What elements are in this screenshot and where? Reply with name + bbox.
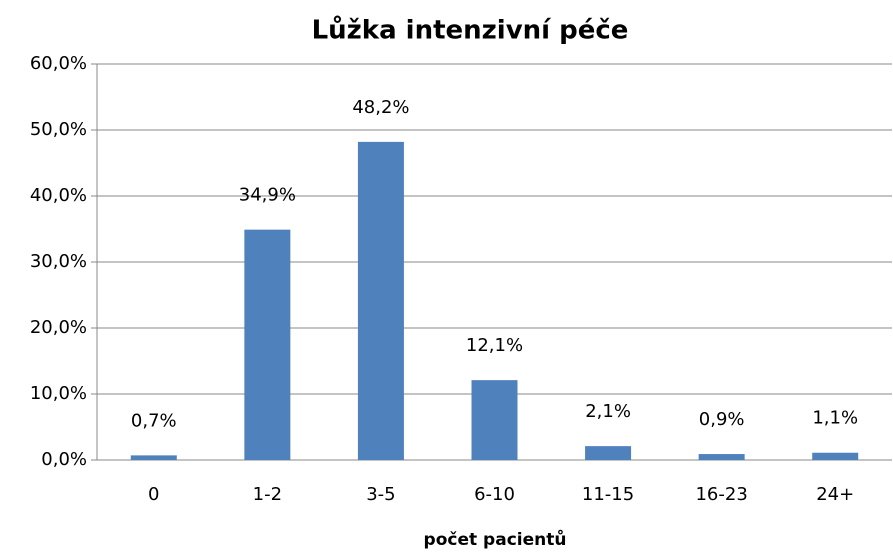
y-tick-label: 10,0% — [30, 383, 87, 404]
x-axis-label: počet pacientů — [424, 528, 567, 550]
bar — [698, 454, 745, 460]
x-tick-label: 6-10 — [474, 484, 515, 505]
y-tick-label: 20,0% — [30, 317, 87, 338]
x-tick-label: 1-2 — [253, 484, 282, 505]
x-tick-label: 0 — [148, 484, 159, 505]
x-tick-label: 16-23 — [695, 484, 747, 505]
y-tick-label: 0,0% — [41, 449, 87, 470]
bar — [471, 380, 518, 460]
bar — [244, 229, 291, 460]
x-tick-label: 24+ — [816, 484, 854, 505]
value-label: 34,9% — [239, 185, 296, 206]
y-tick-label: 60,0% — [30, 53, 87, 74]
y-tick-label: 30,0% — [30, 251, 87, 272]
bar — [130, 455, 177, 460]
x-tick-label: 11-15 — [582, 484, 634, 505]
y-tick-label: 40,0% — [30, 185, 87, 206]
x-tick-label: 3-5 — [366, 484, 395, 505]
chart-title: Lůžka intenzivní péče — [312, 15, 629, 46]
bar — [812, 452, 859, 460]
value-label: 0,7% — [131, 410, 177, 431]
value-label: 2,1% — [585, 401, 631, 422]
value-label: 1,1% — [812, 408, 858, 429]
value-label: 12,1% — [466, 335, 523, 356]
y-tick-label: 50,0% — [30, 119, 87, 140]
bar — [357, 141, 404, 460]
value-label: 48,2% — [352, 97, 409, 118]
bar — [585, 446, 632, 460]
value-label: 0,9% — [699, 409, 745, 430]
